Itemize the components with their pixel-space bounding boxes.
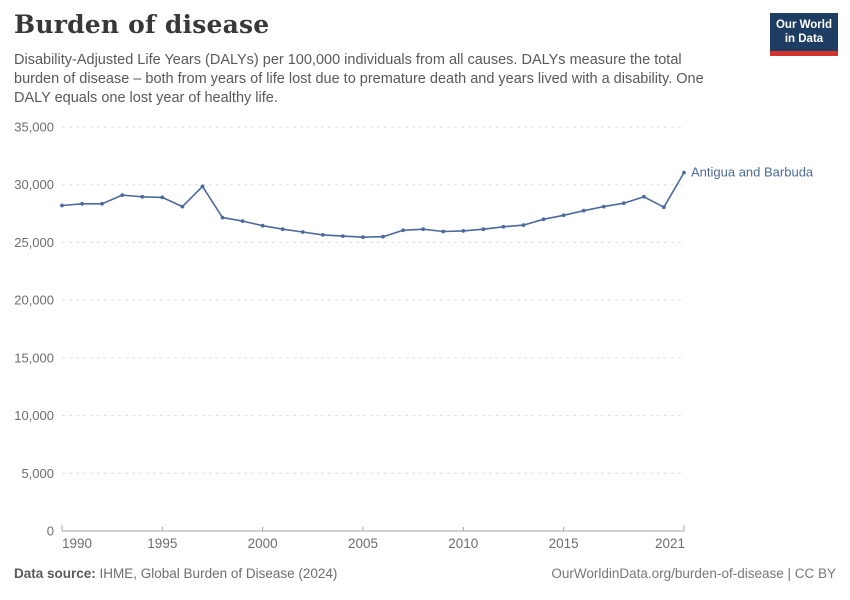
owid-logo-red-bar — [770, 51, 838, 56]
page-title: Burden of disease — [14, 10, 270, 39]
series-label: Antigua and Barbuda — [691, 165, 814, 180]
x-tick-label: 2000 — [248, 536, 278, 551]
subtitle-line: DALY equals one lost year of healthy lif… — [14, 90, 278, 106]
data-source: Data source: IHME, Global Burden of Dise… — [14, 566, 337, 581]
data-point — [401, 228, 405, 233]
data-point — [220, 215, 225, 220]
data-point — [341, 234, 345, 239]
data-point — [180, 204, 185, 209]
chart-subtitle: Disability-Adjusted Life Years (DALYs) p… — [14, 51, 744, 108]
attribution-link[interactable]: OurWorldinData.org/burden-of-disease | C… — [551, 566, 836, 581]
data-point — [200, 184, 205, 189]
data-point — [642, 194, 646, 199]
subtitle-line: Disability-Adjusted Life Years (DALYs) p… — [14, 52, 682, 68]
data-point — [100, 201, 104, 206]
owid-logo-text: Our World in Data — [770, 13, 838, 51]
data-source-text: IHME, Global Burden of Disease (2024) — [95, 566, 338, 581]
y-tick-label: 5,000 — [21, 466, 54, 481]
data-point — [120, 193, 125, 197]
y-tick-label: 25,000 — [14, 235, 54, 250]
chart-footer: Data source: IHME, Global Burden of Dise… — [14, 566, 836, 581]
data-point — [521, 223, 526, 227]
y-tick-label: 0 — [47, 524, 54, 539]
y-tick-label: 35,000 — [14, 120, 54, 135]
y-tick-label: 20,000 — [14, 293, 54, 308]
x-tick-label: 1990 — [62, 536, 92, 551]
data-point — [381, 234, 385, 239]
data-point — [461, 229, 466, 233]
data-point — [300, 230, 305, 234]
data-source-label: Data source: — [14, 566, 96, 581]
data-point — [80, 201, 84, 206]
y-tick-label: 15,000 — [14, 350, 54, 365]
data-point — [320, 233, 325, 237]
x-tick-label: 2005 — [348, 536, 378, 551]
data-point — [601, 204, 606, 209]
owid-logo[interactable]: Our World in Data — [770, 13, 838, 56]
data-point — [481, 227, 486, 232]
data-point — [60, 203, 64, 208]
data-point — [160, 195, 165, 200]
data-point — [361, 235, 365, 240]
trend-line — [61, 171, 685, 238]
data-point — [280, 227, 285, 232]
x-tick-label: 2015 — [549, 536, 579, 551]
data-point — [140, 194, 145, 199]
data-point — [421, 227, 426, 232]
y-tick-label: 10,000 — [14, 408, 54, 423]
data-point — [561, 213, 566, 218]
data-point — [541, 217, 546, 222]
data-point — [260, 223, 265, 228]
data-point — [240, 219, 245, 223]
data-point — [441, 229, 446, 234]
data-point — [501, 224, 506, 229]
data-point — [682, 170, 686, 175]
data-point — [581, 208, 586, 213]
line-chart: 0 5,000 10,000 15,000 20,000 25,000 30,000 35,0… — [14, 120, 814, 552]
x-tick-label: 1995 — [147, 536, 177, 551]
data-point — [621, 201, 626, 206]
x-tick-label: 2010 — [448, 536, 478, 551]
subtitle-line: burden of disease – both from years of l… — [14, 71, 704, 87]
data-point — [662, 205, 666, 210]
x-tick-label: 2021 — [655, 536, 685, 551]
y-tick-label: 30,000 — [14, 177, 54, 192]
